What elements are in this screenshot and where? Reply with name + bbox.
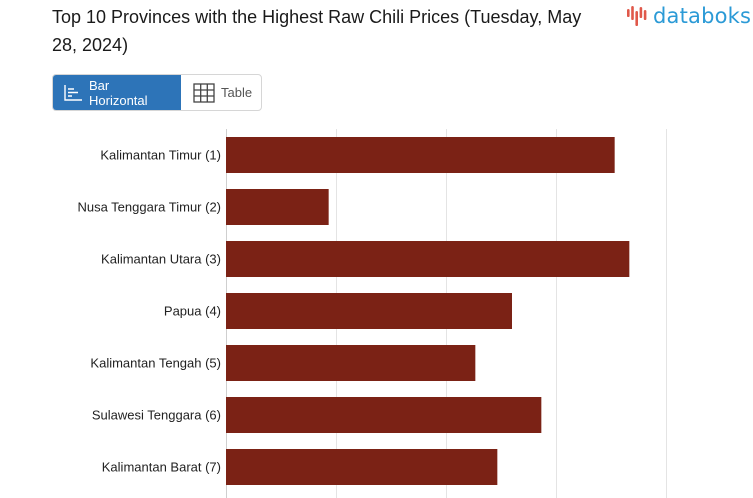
tab-table[interactable]: Table [181,75,261,110]
bar[interactable] [226,189,329,225]
category-label: Papua (4) [164,304,221,319]
bar[interactable] [226,397,542,433]
brand-logo: databoks [626,3,751,29]
bar[interactable] [226,449,498,485]
chart-bars [226,137,630,485]
databoks-logo-icon [627,6,647,26]
chart-category-labels: Kalimantan Timur (1) Nusa Tenggara Timur … [77,148,221,475]
table-grid-icon [193,82,215,103]
category-label: Kalimantan Timur (1) [100,148,221,163]
tab-table-label: Table [221,85,253,100]
bar[interactable] [226,293,512,329]
category-label: Sulawesi Tenggara (6) [92,408,221,423]
chart-title: Top 10 Provinces with the Highest Raw Ch… [52,7,582,55]
bar-chart-icon [63,84,83,102]
category-label: Kalimantan Utara (3) [101,252,221,267]
category-label: Kalimantan Tengah (5) [90,356,221,371]
brand-name: databoks [653,4,752,28]
category-label: Kalimantan Barat (7) [102,460,221,475]
bar[interactable] [226,345,476,381]
tab-bar-horizontal[interactable]: Bar Horizontal [53,75,181,110]
tab-bar-horizontal-label: Bar Horizontal [89,77,148,108]
category-label: Nusa Tenggara Timur (2) [77,200,221,215]
view-tabs: Bar Horizontal Table [52,74,262,111]
bar[interactable] [226,137,615,173]
bar[interactable] [226,241,630,277]
